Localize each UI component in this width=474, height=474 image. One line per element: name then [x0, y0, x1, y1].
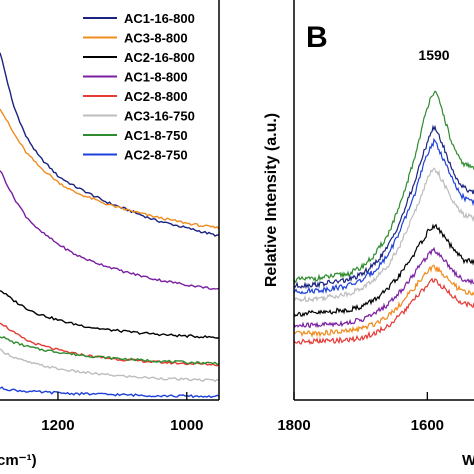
- panel-b-letter: B: [306, 21, 328, 54]
- legend-label-ac3-16-750: AC3-16-750: [124, 109, 195, 124]
- panel-b-x-tick-label-1800: 1800: [277, 417, 310, 434]
- panel-b-spectrum-3: [294, 139, 474, 293]
- series-line-ac2-16-800: [0, 291, 219, 339]
- legend-label-ac1-8-800: AC1-8-800: [124, 70, 188, 85]
- panel-b-x-axis-label-fragment: W: [462, 452, 474, 469]
- legend-label-ac1-16-800: AC1-16-800: [124, 11, 195, 26]
- series-line-ac3-16-750: [0, 349, 219, 381]
- series-line-ac1-8-800: [0, 171, 219, 290]
- legend-label-ac2-16-800: AC2-16-800: [124, 50, 195, 65]
- panel-b: 1800 1600 B Relative Intensity (a.u.) W 1…: [263, 0, 474, 469]
- panel-a-series-lines: [0, 53, 219, 398]
- series-line-ac1-8-750: [0, 337, 219, 364]
- panel-b-spectrum-4: [294, 168, 474, 301]
- legend-label-ac3-8-800: AC3-8-800: [124, 31, 188, 46]
- panel-b-spectrum-5: [294, 225, 474, 316]
- panel-a-legend: AC1-16-800 AC3-8-800 AC2-16-800 AC1-8-800 AC…: [83, 11, 195, 163]
- panel-a: 1200 1000 cm⁻¹) AC1-16-800 AC3-8-800 AC2-16…: [0, 0, 219, 469]
- legend-label-ac1-8-750: AC1-8-750: [124, 128, 188, 143]
- panel-b-x-tick-label-1600: 1600: [411, 417, 444, 434]
- panel-b-ticks: 1800 1600: [277, 392, 444, 434]
- peak-annotation-1590: 1590: [418, 47, 449, 63]
- legend-label-ac2-8-750: AC2-8-750: [124, 148, 188, 163]
- panel-a-ticks: 1200 1000: [41, 392, 203, 434]
- panel-b-annotations: 1590: [418, 47, 449, 63]
- panel-b-y-axis-label: Relative Intensity (a.u.): [263, 113, 280, 287]
- panel-a-x-axis-label-fragment: cm⁻¹): [0, 452, 37, 469]
- x-tick-label-1000: 1000: [170, 417, 203, 434]
- panel-b-series-lines: [294, 91, 474, 344]
- x-tick-label-1200: 1200: [41, 417, 74, 434]
- legend-label-ac2-8-800: AC2-8-800: [124, 89, 188, 104]
